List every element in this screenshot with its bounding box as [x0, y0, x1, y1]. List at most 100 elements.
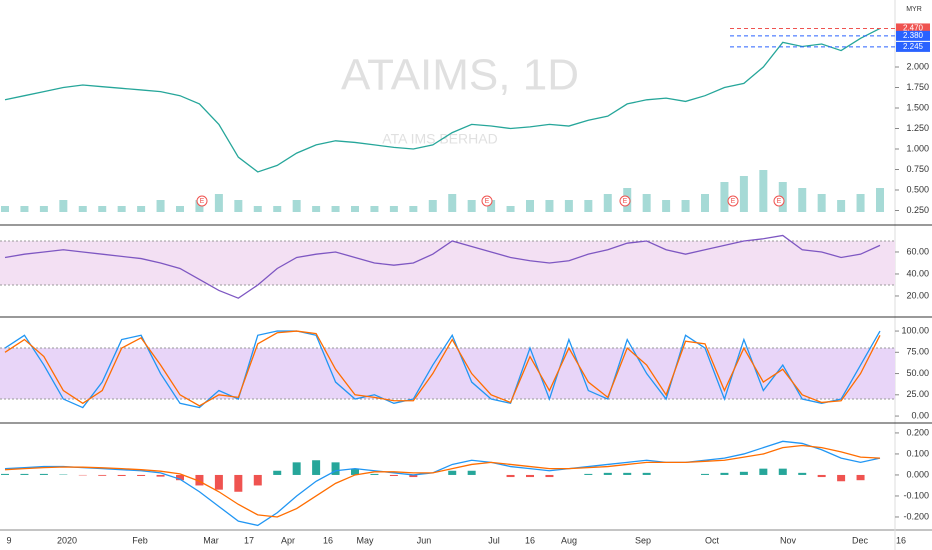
volume-bar	[603, 194, 612, 212]
price-label: 2.470	[903, 24, 924, 33]
watermark-subtitle: ATA IMS BERHAD	[382, 131, 497, 147]
series-line	[4, 440, 881, 527]
volume-bar	[545, 200, 554, 212]
x-tick-label: Apr	[281, 535, 295, 545]
histogram-bar	[545, 474, 554, 478]
volume-bar	[156, 200, 165, 212]
volume-bar	[214, 194, 223, 212]
band	[0, 240, 895, 285]
x-tick-label: Mar	[203, 535, 219, 545]
x-tick-label: Aug	[561, 535, 577, 545]
volume-bar	[117, 206, 126, 212]
histogram-bar	[720, 472, 729, 475]
x-tick-label: 9	[6, 535, 11, 545]
histogram-bar	[584, 473, 593, 475]
histogram-bar	[253, 474, 262, 486]
volume-bar	[78, 206, 87, 212]
x-tick-label: Jul	[488, 535, 500, 545]
y-tick-label: 0.100	[906, 448, 929, 458]
histogram-bar	[603, 472, 612, 475]
volume-bar	[428, 200, 437, 212]
y-tick-label: 100.00	[901, 325, 929, 335]
x-tick-label: 16	[896, 535, 906, 545]
volume-bar	[137, 206, 146, 212]
price-label-box	[896, 30, 930, 41]
histogram-bar	[137, 474, 146, 477]
watermark-title: ATAIMS, 1D	[341, 51, 579, 100]
volume-bar	[448, 194, 457, 212]
histogram-bar	[506, 474, 515, 478]
x-tick-label: Dec	[852, 535, 869, 545]
volume-bar	[681, 200, 690, 212]
histogram-bar	[117, 474, 126, 477]
histogram-bar	[856, 474, 865, 481]
y-tick-label: 2.000	[906, 61, 929, 71]
volume-bar	[176, 206, 184, 212]
x-tick-label: Jun	[417, 535, 432, 545]
histogram-bar	[195, 474, 204, 486]
x-tick-label: May	[356, 535, 374, 545]
volume-bar	[273, 206, 282, 212]
volume-bar	[526, 200, 534, 212]
volume-bar	[234, 200, 243, 212]
price-label-box	[896, 41, 930, 52]
histogram-bar	[623, 472, 632, 475]
y-tick-label: 1.500	[906, 102, 929, 112]
histogram-bar	[817, 474, 826, 478]
x-tick-label: 16	[323, 535, 333, 545]
y-tick-label: 1.250	[906, 123, 929, 133]
histogram-bar	[778, 468, 787, 475]
volume-bar	[20, 206, 29, 212]
volume-bar	[312, 206, 321, 212]
price-label-box	[896, 23, 930, 34]
histogram-bar	[312, 460, 321, 475]
volume-bar	[39, 206, 48, 212]
series-line	[4, 27, 881, 173]
y-tick-label: 0.000	[906, 469, 929, 479]
volume-bar	[720, 182, 729, 212]
volume-bar	[701, 194, 709, 212]
price-label: 2.245	[903, 42, 924, 51]
histogram-bar	[448, 470, 457, 475]
band	[0, 348, 895, 400]
earnings-label: E	[485, 198, 490, 205]
volume-bar	[798, 188, 807, 212]
volume-bar	[409, 206, 418, 212]
volume-bar	[506, 206, 515, 212]
histogram-bar	[467, 470, 476, 475]
volume-bar	[584, 200, 593, 212]
currency: MYR	[906, 6, 922, 13]
volume-bar	[59, 200, 68, 212]
histogram-bar	[642, 472, 651, 475]
volume-bar	[1, 206, 9, 212]
series-line	[4, 444, 881, 518]
y-tick-label: 1.000	[906, 143, 929, 153]
earnings-marker	[727, 195, 739, 207]
y-tick-label: -0.200	[903, 511, 929, 521]
x-tick-label: 17	[244, 535, 254, 545]
histogram-bar	[701, 473, 709, 475]
histogram-bar	[292, 462, 301, 475]
x-tick-label: Sep	[635, 535, 651, 545]
price-label: 2.380	[903, 31, 924, 40]
volume-bar	[817, 194, 826, 212]
histogram-bar	[1, 473, 9, 475]
x-tick-label: Oct	[705, 535, 720, 545]
y-tick-label: 75.00	[906, 347, 929, 357]
earnings-marker	[481, 195, 493, 207]
volume-bar	[467, 200, 476, 212]
y-tick-label: 0.200	[906, 427, 929, 437]
earnings-marker	[773, 195, 785, 207]
y-tick-label: 40.00	[906, 268, 929, 278]
volume-bar	[662, 200, 671, 212]
histogram-bar	[39, 473, 48, 475]
volume-bar	[876, 188, 884, 212]
y-tick-label: 50.00	[906, 368, 929, 378]
earnings-marker	[196, 195, 208, 207]
earnings-label: E	[200, 198, 205, 205]
histogram-bar	[739, 471, 748, 475]
histogram-bar	[214, 474, 223, 490]
histogram-bar	[20, 473, 29, 475]
volume-bar	[642, 194, 651, 212]
